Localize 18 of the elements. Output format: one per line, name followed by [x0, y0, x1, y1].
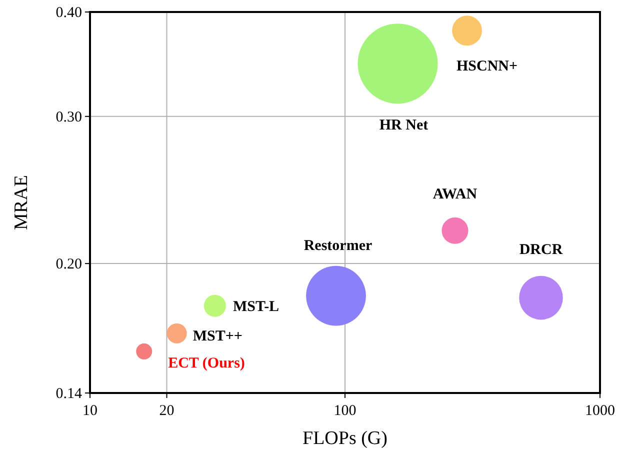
- series-label: HR Net: [379, 118, 428, 134]
- y-axis-title: MRAE: [11, 175, 32, 230]
- series-label: HSCNN+: [456, 58, 518, 75]
- series-label: AWAN: [432, 186, 478, 203]
- series-label: MST-L: [232, 298, 280, 315]
- x-axis-title: FLOPs (G): [302, 428, 388, 449]
- y-tick-label: 0.20: [56, 256, 82, 273]
- series-label: Restormer: [304, 238, 372, 254]
- x-tick-label: 10: [82, 403, 98, 419]
- y-tick-label: 0.40: [56, 5, 82, 21]
- series-label: ECT (Ours): [168, 355, 245, 372]
- x-tick-label: 20: [159, 403, 174, 419]
- series-label: MST++: [192, 328, 242, 344]
- x-tick-label: 100: [334, 403, 356, 419]
- y-tick-label: 0.30: [56, 109, 82, 126]
- series-label: DRCR: [519, 242, 563, 258]
- x-tick-label: 1000: [585, 403, 615, 419]
- y-tick-label: 0.14: [56, 386, 82, 402]
